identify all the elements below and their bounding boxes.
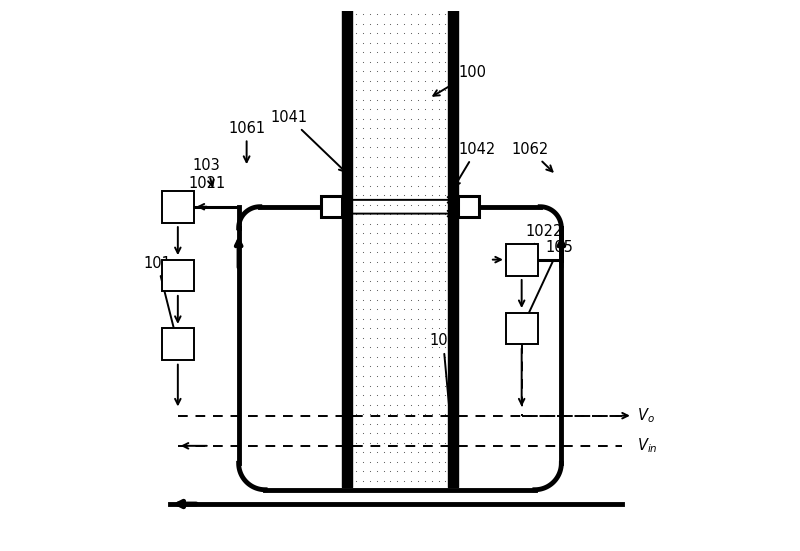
Text: 105: 105 <box>523 240 574 324</box>
Text: 1042: 1042 <box>454 142 495 187</box>
Bar <box>321 196 342 217</box>
Bar <box>506 312 538 344</box>
Text: 103: 103 <box>193 158 220 186</box>
Bar <box>458 196 479 217</box>
Text: 1021: 1021 <box>182 176 226 204</box>
Text: 1061: 1061 <box>228 121 266 162</box>
Text: 1022: 1022 <box>525 224 563 256</box>
Bar <box>162 191 194 223</box>
Bar <box>162 260 194 291</box>
Text: $V_o$: $V_o$ <box>637 406 654 425</box>
Bar <box>162 328 194 360</box>
Text: 101: 101 <box>143 256 178 339</box>
Text: 1062: 1062 <box>511 142 553 171</box>
Text: 107: 107 <box>429 333 457 442</box>
Text: 1041: 1041 <box>270 110 345 171</box>
Text: 100: 100 <box>434 65 486 96</box>
Bar <box>506 244 538 276</box>
Text: $V_{in}$: $V_{in}$ <box>637 436 658 455</box>
